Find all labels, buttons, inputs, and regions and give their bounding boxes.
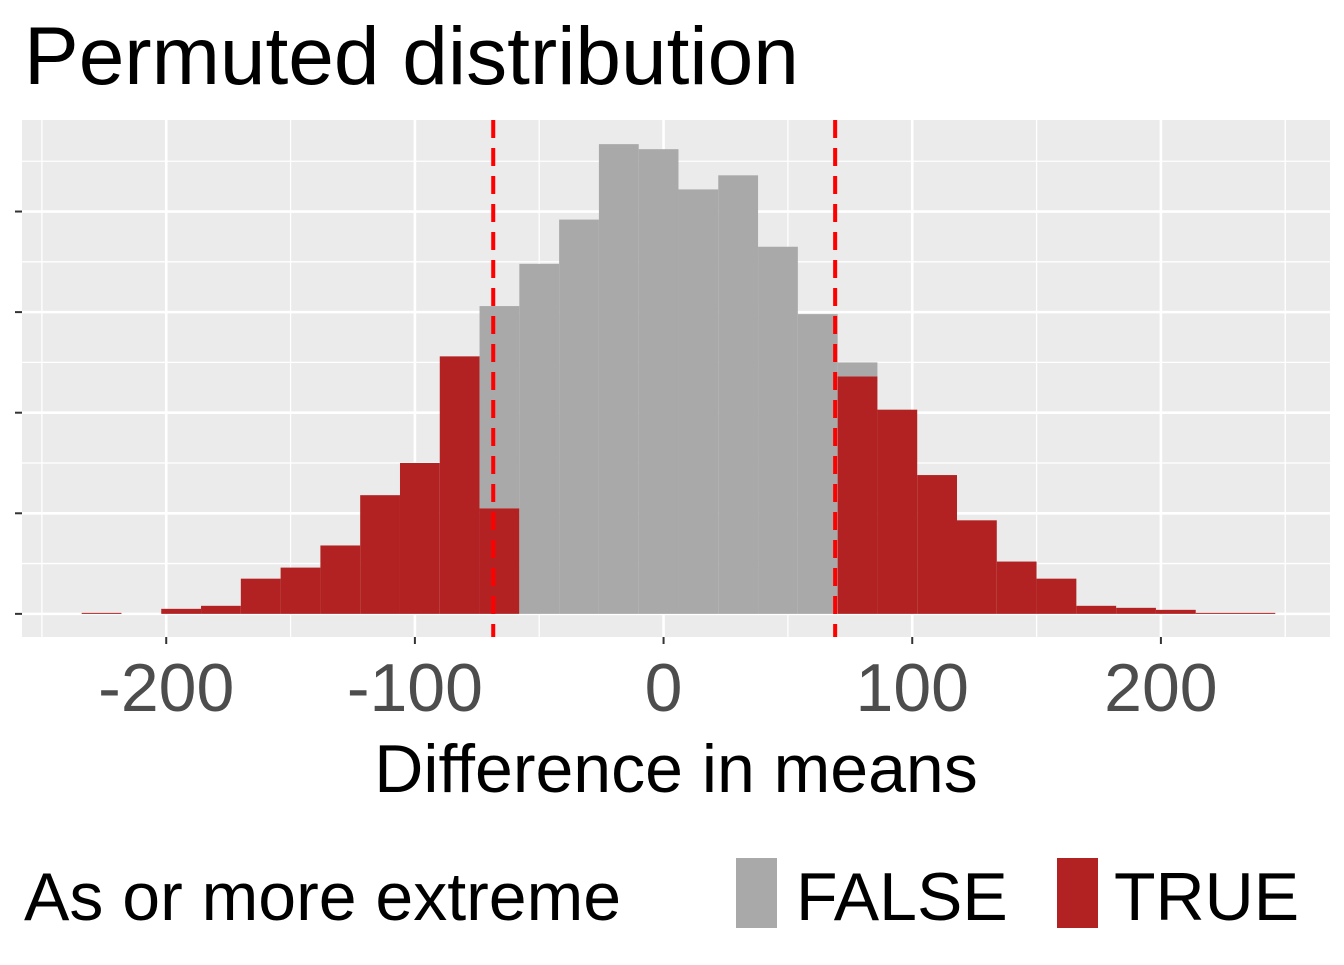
bar-true bbox=[1036, 578, 1077, 614]
bar-true bbox=[1116, 607, 1156, 614]
bar-false bbox=[797, 314, 838, 614]
legend-key-false bbox=[734, 856, 779, 930]
bar-false bbox=[837, 362, 878, 377]
bar-false bbox=[758, 246, 798, 614]
bar-false bbox=[638, 149, 679, 614]
bar-false bbox=[559, 219, 599, 614]
legend: As or more extreme FALSE TRUE bbox=[24, 856, 1299, 935]
bar-true bbox=[201, 605, 241, 614]
bar-true bbox=[439, 356, 480, 614]
bar-true bbox=[917, 475, 957, 614]
bar-true bbox=[996, 561, 1037, 614]
x-tick-label: -200 bbox=[98, 650, 234, 726]
bar-true bbox=[956, 520, 997, 614]
bar-true bbox=[240, 578, 281, 614]
chart-title: Permuted distribution bbox=[24, 11, 799, 102]
bar-false bbox=[479, 306, 520, 509]
bars bbox=[81, 144, 1276, 614]
bar-true bbox=[837, 376, 878, 614]
legend-key-true bbox=[1055, 856, 1100, 930]
bar-true bbox=[877, 409, 918, 614]
bar-true bbox=[1155, 609, 1196, 614]
reference-lines bbox=[491, 120, 838, 637]
x-tick-label: 0 bbox=[645, 650, 683, 726]
bar-true bbox=[479, 508, 520, 614]
axes: -200 -100 0 100 200 bbox=[15, 210, 1218, 726]
legend-label-true: TRUE bbox=[1114, 859, 1299, 935]
bar-true bbox=[280, 567, 321, 614]
bar-true bbox=[360, 495, 400, 614]
legend-label-false: FALSE bbox=[796, 859, 1008, 935]
bar-true bbox=[320, 545, 361, 614]
x-tick-label: 200 bbox=[1104, 650, 1217, 726]
legend-title: As or more extreme bbox=[24, 859, 621, 935]
x-axis-title: Difference in means bbox=[374, 731, 978, 807]
bar-true bbox=[81, 612, 122, 614]
bar-true bbox=[1076, 605, 1117, 614]
bar-true bbox=[161, 608, 202, 614]
bar-false bbox=[598, 144, 639, 614]
bar-true bbox=[1195, 612, 1236, 614]
bar-false bbox=[678, 189, 719, 614]
bar-false bbox=[519, 263, 560, 614]
x-tick-label: 100 bbox=[856, 650, 969, 726]
bar-true bbox=[1235, 612, 1276, 614]
bar-true bbox=[399, 462, 440, 614]
bar-false bbox=[718, 175, 759, 614]
x-tick-label: -100 bbox=[347, 650, 483, 726]
